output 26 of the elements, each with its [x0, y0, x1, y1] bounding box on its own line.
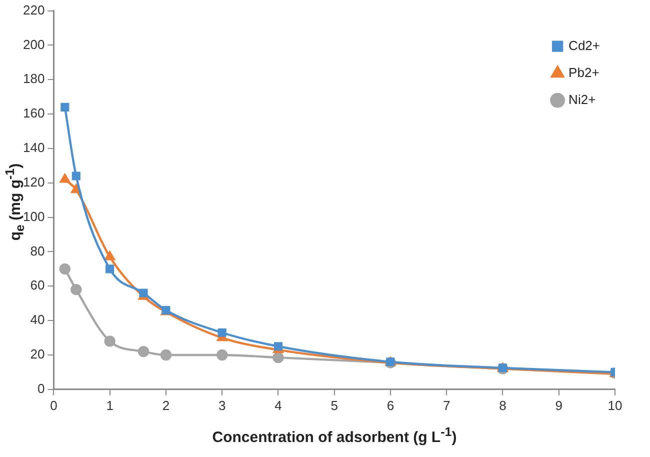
- x-tick-label: 2: [162, 398, 170, 413]
- x-tick-label: 1: [106, 398, 114, 413]
- y-tick-label: 80: [30, 243, 45, 258]
- y-tick-label: 40: [30, 312, 45, 328]
- legend-label: Pb2+: [568, 64, 600, 80]
- y-tick-label: 200: [22, 36, 45, 52]
- y-tick-label: 160: [22, 106, 45, 121]
- x-tick-label: 8: [499, 398, 506, 413]
- x-axis-title: Concentration of adsorbent (g L$^{-1}$): [211, 425, 458, 446]
- x-tick-label: 9: [555, 398, 562, 413]
- x-tick-label: 5: [330, 398, 338, 413]
- x-tick-label: 10: [608, 398, 622, 413]
- y-tick-label: 120: [22, 174, 45, 190]
- legend-label: Ni2+: [568, 92, 596, 107]
- x-tick-label: 6: [386, 398, 394, 413]
- y-tick-label: 180: [22, 71, 45, 86]
- legend-label: Cd2+: [568, 38, 600, 53]
- x-tick-label: 4: [274, 398, 282, 413]
- y-tick-label: 0: [37, 380, 45, 396]
- y-tick-label: 20: [30, 346, 45, 362]
- x-tick-label: 7: [442, 398, 450, 413]
- y-tick-label: 220: [22, 2, 45, 18]
- x-tick-label: 0: [50, 398, 58, 413]
- y-tick-label: 140: [22, 140, 45, 156]
- x-tick-label: 3: [218, 398, 226, 413]
- y-tick-label: 60: [30, 278, 45, 293]
